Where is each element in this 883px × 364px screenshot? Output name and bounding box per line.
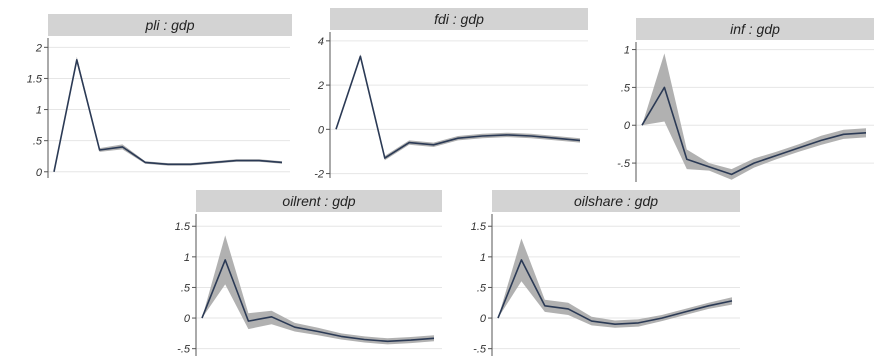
chart-svg-fdi: fdi : gdp -2 0 2 4 [314,8,588,181]
y-tick-label: 1 [184,252,190,264]
y-tick-label: -.5 [617,158,631,170]
y-tick-label: 1.5 [471,221,487,233]
strip-background [330,8,588,30]
y-tick-label: 0 [480,313,487,325]
strip-background [492,190,740,212]
chart-title: fdi : gdp [434,11,484,27]
chart-title: oilrent : gdp [282,193,355,209]
chart-svg-oilshare: oilshare : gdp -.5 0 .5 1 1.5 [471,190,740,356]
y-tick-label: 1 [480,252,486,264]
y-tick-label: .5 [477,282,487,294]
strip-background [48,14,292,36]
confidence-band [202,235,434,345]
strip-background [196,190,442,212]
series-line [201,259,435,343]
y-tick-label: 1.5 [27,73,43,85]
chart-svg-oilrent: oilrent : gdp -.5 0 .5 1 1.5 [175,190,442,356]
confidence-band [498,238,732,328]
chart-title: pli : gdp [144,17,194,33]
confidence-band [54,56,282,172]
confidence-band [642,53,866,180]
chart-svg-pli: pli : gdp 0 .5 1 1.5 2 [27,14,292,179]
series-line [641,86,867,176]
chart-panel-oilshare: oilshare : gdp -.5 0 .5 1 1.5 [452,186,744,360]
y-tick-label: -2 [314,169,324,181]
confidence-band [336,54,580,161]
y-tick-label: 4 [318,36,324,48]
y-tick-label: 0 [318,124,325,136]
series-line [53,58,283,172]
y-tick-label: 0 [184,313,191,325]
y-tick-label: .5 [621,82,631,94]
y-tick-label: 1 [36,105,42,117]
strip-background [636,18,874,40]
chart-panel-oilrent: oilrent : gdp -.5 0 .5 1 1.5 [156,186,446,360]
chart-panel-pli: pli : gdp 0 .5 1 1.5 2 [8,8,296,183]
series-line [335,55,581,159]
y-tick-label: 0 [624,120,631,132]
series-line [497,259,733,325]
y-tick-label: -.5 [177,344,191,356]
chart-panel-fdi: fdi : gdp -2 0 2 4 [300,6,592,181]
y-tick-label: .5 [181,282,191,294]
y-tick-label: .5 [33,136,43,148]
y-tick-label: 1 [624,45,630,57]
chart-title: oilshare : gdp [574,193,658,209]
chart-svg-inf: inf : gdp -.5 0 .5 1 [617,18,874,182]
y-tick-label: 1.5 [175,221,191,233]
y-tick-label: 2 [317,80,324,92]
y-tick-label: -.5 [473,344,487,356]
chart-title: inf : gdp [730,21,780,37]
y-tick-label: 2 [35,42,42,54]
chart-panel-inf: inf : gdp -.5 0 .5 1 [596,14,878,186]
y-tick-label: 0 [36,167,43,179]
